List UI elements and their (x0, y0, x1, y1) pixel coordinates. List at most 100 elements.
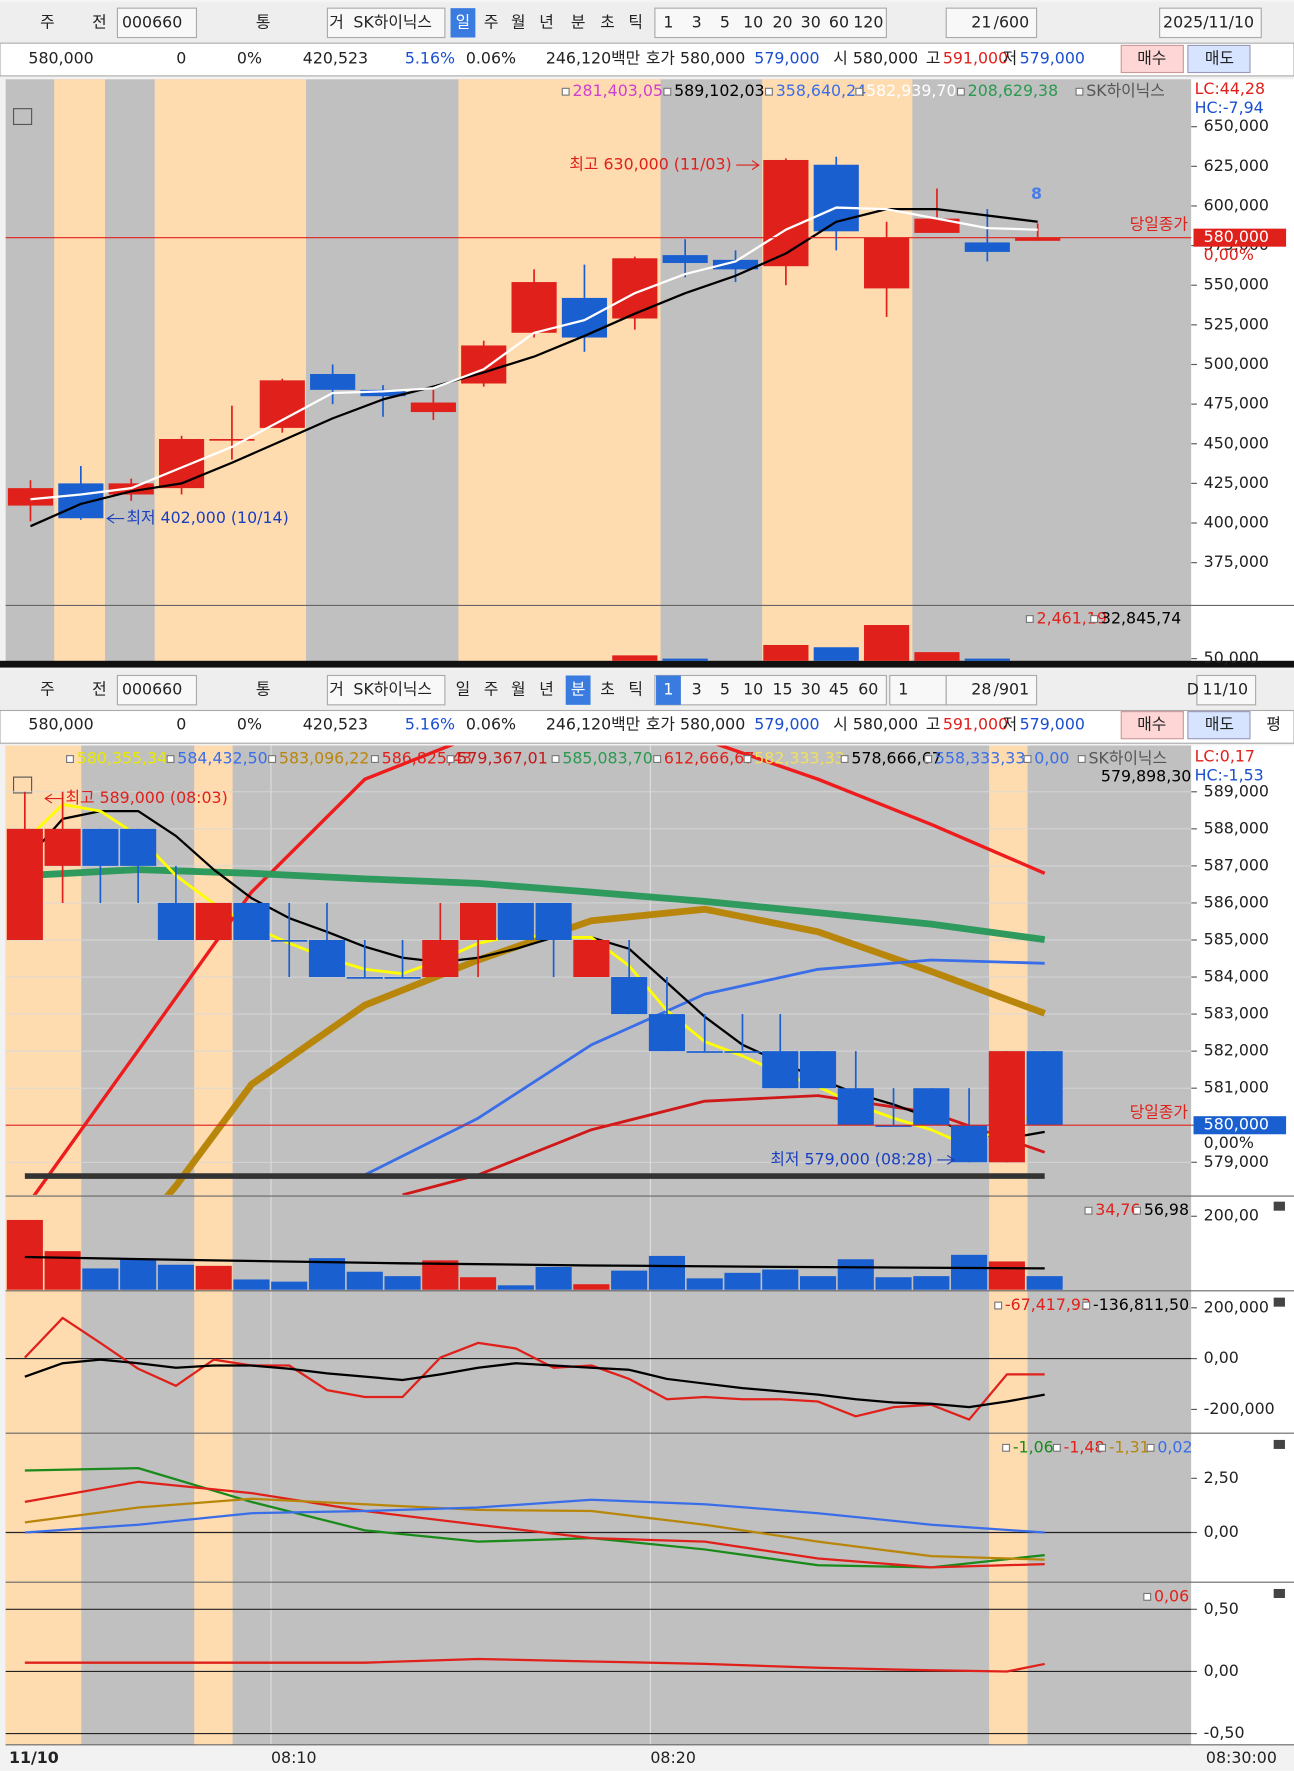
toolbar-label[interactable]: 통 (256, 12, 271, 31)
toolbar-label[interactable]: 20 (772, 12, 792, 31)
button[interactable] (1159, 7, 1262, 39)
toolbar-label[interactable]: 1 (898, 680, 908, 699)
toolbar-label[interactable]: 3 (692, 680, 702, 699)
button-active[interactable] (450, 8, 476, 38)
button[interactable] (945, 674, 1038, 706)
indicator-line (30, 206, 1038, 501)
toolbar-label[interactable]: 5 (720, 12, 730, 31)
info-value: 0% (237, 48, 262, 67)
toolbar-label[interactable]: 분 (571, 12, 586, 31)
button[interactable] (326, 7, 446, 39)
toolbar-label[interactable]: 초 (600, 12, 615, 31)
toolbar-label[interactable]: 60 (858, 680, 878, 699)
info-value: 579,000 (1020, 715, 1085, 734)
toolbar-label[interactable]: 3 (692, 12, 702, 31)
close-price-label: 580,000 (1204, 1115, 1269, 1134)
buy-button[interactable] (1120, 44, 1184, 74)
legend-value: 56,98 (1144, 1200, 1189, 1219)
toolbar-label[interactable]: 거 (329, 680, 344, 699)
button[interactable] (654, 7, 887, 39)
candle-body (813, 164, 859, 232)
toolbar-label[interactable]: 통 (256, 680, 271, 699)
toolbar-label[interactable]: 월 (511, 12, 526, 31)
toolbar-label[interactable]: 15 (772, 680, 792, 699)
toolbar-label[interactable]: 전 (92, 680, 107, 699)
toolbar-label[interactable]: 000660 (122, 680, 182, 699)
y-tick-label: 585,000 (1204, 929, 1269, 948)
legend-swatch (1146, 1443, 1155, 1452)
table-icon[interactable] (12, 108, 33, 126)
volume-bar (662, 658, 708, 661)
close-pane-icon[interactable] (1273, 1297, 1285, 1307)
toolbar-label[interactable]: 전 (92, 12, 107, 31)
button[interactable] (654, 674, 887, 706)
button[interactable] (116, 674, 198, 706)
info-value[interactable]: 매수 (1137, 48, 1166, 67)
toolbar-label[interactable]: 60 (829, 12, 849, 31)
info-value[interactable]: 매도 (1205, 715, 1234, 734)
toolbar-label[interactable]: SK하이닉스 (353, 680, 432, 699)
toolbar-label[interactable]: 주 (40, 680, 55, 699)
toolbar-label[interactable]: 28 (971, 680, 991, 699)
toolbar-label[interactable]: 10 (743, 12, 763, 31)
close-pane-icon[interactable] (1273, 1439, 1285, 1449)
button[interactable] (116, 7, 198, 39)
high-note: 최고 630,000 (11/03) (569, 155, 731, 174)
button-active[interactable] (656, 675, 681, 705)
toolbar-label[interactable]: 45 (829, 680, 849, 699)
toolbar-label[interactable]: 21 (971, 12, 991, 31)
buy-button[interactable] (1120, 711, 1184, 740)
toolbar-label[interactable]: 주 (484, 680, 499, 699)
legend-swatch (840, 755, 849, 763)
toolbar-label[interactable]: /600 (994, 12, 1029, 31)
toolbar-label[interactable]: 11/10 (1203, 680, 1249, 699)
y-tick-label: 0,00 (1204, 1661, 1239, 1680)
candle-body (799, 1051, 837, 1089)
volume-bar (762, 1269, 799, 1290)
table-icon[interactable] (12, 776, 33, 794)
button[interactable] (1196, 674, 1257, 706)
candle-body (384, 977, 421, 979)
close-pane-icon[interactable] (1273, 1201, 1285, 1211)
toolbar-label[interactable]: 일 (456, 12, 471, 31)
toolbar-label[interactable]: /901 (994, 680, 1029, 699)
toolbar-label[interactable]: 초 (600, 680, 615, 699)
toolbar-label[interactable]: 30 (801, 680, 821, 699)
toolbar-label[interactable]: 000660 (122, 12, 182, 31)
volume-bar (1026, 1276, 1063, 1290)
toolbar-label[interactable]: 거 (329, 12, 344, 31)
toolbar-label[interactable]: D (1187, 680, 1199, 699)
info-value[interactable]: 매도 (1205, 48, 1234, 67)
info-value[interactable]: 평 (1266, 715, 1281, 734)
candle-body (875, 1125, 912, 1127)
toolbar-label[interactable]: 2025/11/10 (1163, 12, 1254, 31)
toolbar-label[interactable]: 120 (853, 12, 883, 31)
toolbar-label[interactable]: 1 (663, 12, 673, 31)
toolbar-label[interactable]: 틱 (628, 680, 643, 699)
info-value: 0 (176, 48, 186, 67)
close-pane-icon[interactable] (1273, 1588, 1285, 1598)
toolbar-label[interactable]: 30 (801, 12, 821, 31)
toolbar-label[interactable]: 5 (720, 680, 730, 699)
button-active[interactable] (565, 675, 591, 705)
toolbar-label[interactable]: 분 (571, 680, 586, 699)
toolbar-label[interactable]: 일 (456, 680, 471, 699)
toolbar-label[interactable]: 주 (484, 12, 499, 31)
button[interactable] (945, 7, 1038, 39)
sell-button[interactable] (1187, 711, 1251, 740)
toolbar-label[interactable]: 년 (539, 12, 554, 31)
button[interactable] (326, 674, 446, 706)
toolbar-label[interactable]: 주 (40, 12, 55, 31)
sell-button[interactable] (1187, 44, 1251, 74)
toolbar-label[interactable]: SK하이닉스 (353, 12, 432, 31)
info-value[interactable]: 매수 (1137, 715, 1166, 734)
volume-bar (813, 647, 859, 661)
toolbar-label[interactable]: 틱 (628, 12, 643, 31)
indicator-line (24, 1467, 1045, 1569)
toolbar-label[interactable]: 10 (743, 680, 763, 699)
toolbar-label[interactable]: 1 (663, 680, 673, 699)
toolbar-label[interactable]: 월 (511, 680, 526, 699)
toolbar-label[interactable]: 년 (539, 680, 554, 699)
legend-swatch (1052, 1443, 1061, 1452)
low-note: 최저 402,000 (10/14) (126, 508, 288, 527)
